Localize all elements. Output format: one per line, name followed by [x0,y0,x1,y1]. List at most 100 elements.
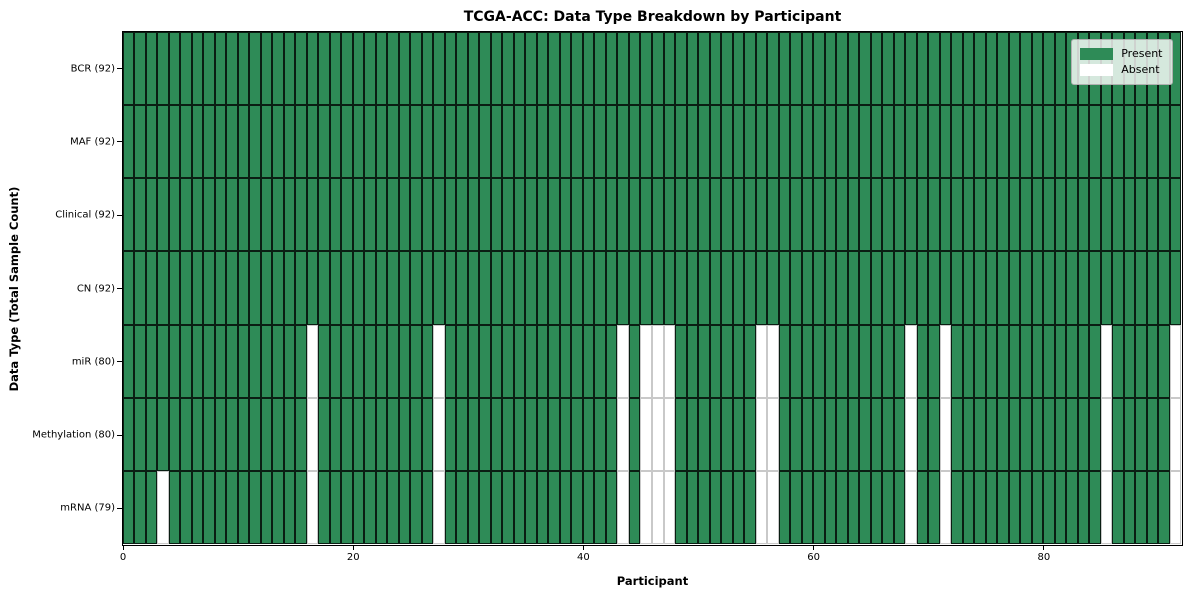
matrix-cell [145,178,158,252]
matrix-cell [226,397,238,472]
matrix-cell [387,251,399,325]
matrix-cell [513,178,526,252]
matrix-cell [790,104,802,179]
matrix-cell [870,397,883,472]
matrix-cell [824,471,837,545]
matrix-cell [882,397,894,472]
matrix-cell [939,397,952,472]
matrix-cell [1100,178,1113,252]
matrix-cell [698,178,710,252]
matrix-cell [1043,104,1055,179]
matrix-cell [859,31,871,105]
matrix-cell [1020,31,1032,105]
matrix-cell [490,104,503,179]
matrix-cell [145,324,158,398]
matrix-cell [732,178,745,252]
matrix-cell [203,178,215,252]
matrix-cell [180,324,192,398]
matrix-cell [1112,178,1124,252]
matrix-cell [698,31,710,105]
matrix-cell [813,324,825,398]
matrix-cell [801,178,814,252]
matrix-cell [663,104,675,179]
matrix-cell [974,31,986,105]
matrix-cell [260,251,273,325]
matrix-cell [767,104,779,179]
matrix-cell [283,324,296,398]
matrix-cell [191,178,204,252]
matrix-cell [847,397,860,472]
matrix-cell [675,397,687,472]
matrix-cell [882,471,894,545]
matrix-cell [721,471,733,545]
matrix-cell [675,324,687,398]
matrix-cell [410,251,422,325]
matrix-cell [709,324,722,398]
matrix-cell [744,104,756,179]
matrix-cell [882,104,894,179]
matrix-cell [790,324,802,398]
legend-item: Present [1080,46,1163,62]
matrix-cell [168,471,181,545]
matrix-cell [1043,178,1055,252]
matrix-cell [824,178,837,252]
matrix-cell [870,104,883,179]
matrix-cell [1054,104,1067,179]
matrix-cell [1158,178,1170,252]
matrix-cell [905,397,917,472]
matrix-cell [525,324,537,398]
matrix-cell [1054,31,1067,105]
matrix-cell [1112,397,1124,472]
matrix-cell [571,397,583,472]
matrix-cell [525,251,537,325]
matrix-cell [617,104,629,179]
x-tick-mark [813,546,815,550]
matrix-cell [456,178,468,252]
matrix-cell [306,471,319,545]
matrix-cell [790,31,802,105]
matrix-cell [801,31,814,105]
matrix-cell [272,104,284,179]
matrix-cell [318,178,330,252]
matrix-cell [652,178,664,252]
matrix-cell [582,471,595,545]
matrix-cell [444,31,457,105]
matrix-cell [456,251,468,325]
matrix-cell [352,251,365,325]
matrix-cell [433,178,445,252]
x-axis-label: Participant [616,574,689,588]
matrix-cell [237,324,250,398]
matrix-cell [686,397,699,472]
matrix-cell [318,324,330,398]
matrix-cell [755,178,768,252]
matrix-cell [180,251,192,325]
matrix-cell [755,324,768,398]
matrix-cell [341,397,353,472]
matrix-cell [709,397,722,472]
matrix-cell [387,178,399,252]
matrix-cell [571,31,583,105]
matrix-cell [145,104,158,179]
matrix-cell [122,31,134,105]
matrix-cell [801,324,814,398]
matrix-cell [168,324,181,398]
matrix-cell [951,178,963,252]
matrix-cell [605,471,618,545]
matrix-cell [306,104,319,179]
matrix-cell [582,178,595,252]
matrix-cell [1008,104,1021,179]
matrix-cell [686,251,699,325]
matrix-cell [283,104,296,179]
matrix-cell [375,397,388,472]
matrix-cell [594,178,606,252]
matrix-cell [237,178,250,252]
matrix-cell [709,178,722,252]
matrix-cell [341,471,353,545]
matrix-cell [1043,471,1055,545]
matrix-cell [882,251,894,325]
matrix-cell [375,31,388,105]
matrix-cell [375,178,388,252]
matrix-cell [640,251,652,325]
matrix-cell [974,324,986,398]
matrix-cell [628,178,641,252]
